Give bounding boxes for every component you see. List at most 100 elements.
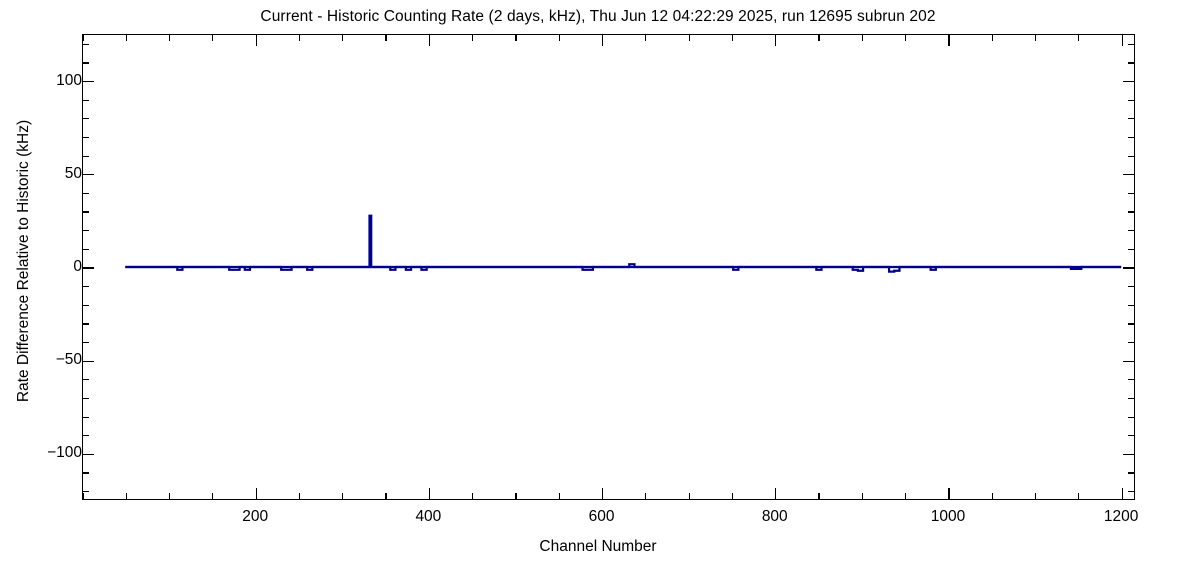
y-axis-tick — [83, 81, 94, 83]
x-axis-tick — [515, 493, 517, 499]
y-axis-tick — [83, 416, 89, 418]
x-axis-tick — [948, 488, 950, 499]
x-axis-tick — [472, 493, 474, 499]
y-axis-tick — [83, 397, 89, 400]
x-axis-tick — [991, 35, 993, 41]
y-axis-tick — [1128, 136, 1134, 139]
x-axis-tick — [688, 35, 690, 41]
y-axis-tick — [1123, 360, 1134, 362]
x-axis-tick — [125, 35, 127, 41]
y-axis-tick — [83, 43, 89, 45]
x-axis-tick — [1034, 35, 1037, 41]
x-axis-tick — [82, 493, 84, 499]
x-axis-tick — [342, 493, 344, 499]
x-axis-tick — [385, 493, 387, 499]
x-axis-tick — [168, 35, 171, 41]
x-tick-label: 400 — [415, 508, 442, 525]
y-axis-tick — [1128, 43, 1134, 45]
x-axis-title: Channel Number — [539, 538, 657, 555]
y-axis-tick — [1128, 491, 1134, 493]
x-axis-tick — [212, 35, 214, 41]
x-axis-tick — [82, 35, 84, 41]
y-axis-tick — [83, 379, 89, 381]
x-axis-tick — [255, 488, 257, 499]
y-axis-tick — [83, 136, 89, 139]
y-axis-tick — [83, 248, 89, 250]
y-axis-tick — [1128, 230, 1134, 232]
x-axis-tick — [861, 35, 863, 41]
y-axis-tick — [83, 230, 89, 232]
x-axis-tick — [342, 35, 344, 41]
y-axis-tick — [1123, 81, 1134, 83]
x-axis-tick — [515, 35, 517, 41]
y-axis-tick — [1128, 397, 1134, 400]
y-axis-tick — [1128, 341, 1134, 344]
x-axis-tick — [601, 488, 604, 499]
y-axis-tick — [1128, 472, 1134, 474]
y-axis-tick — [1128, 248, 1134, 250]
data-series-layer — [82, 34, 1135, 500]
y-axis-tick — [1128, 192, 1134, 195]
x-axis-tick — [1121, 35, 1123, 46]
x-axis-tick — [601, 35, 604, 46]
y-axis-tick — [83, 211, 89, 213]
y-axis-tick — [1128, 211, 1134, 213]
y-axis-tick — [1128, 304, 1134, 306]
y-axis-tick — [83, 453, 94, 455]
x-axis-tick — [775, 35, 777, 46]
x-axis-tick — [905, 35, 907, 41]
y-axis-tick — [83, 286, 89, 288]
y-tick-label: 100 — [56, 71, 82, 89]
x-axis-tick — [558, 35, 560, 41]
y-axis-tick — [83, 472, 89, 474]
y-tick-label: 50 — [64, 164, 82, 182]
series-path — [125, 214, 1122, 273]
y-tick-label: −50 — [55, 351, 82, 369]
y-tick-label: −100 — [47, 444, 82, 462]
y-axis-tick — [83, 99, 89, 101]
y-axis-tick — [83, 304, 89, 306]
y-axis-tick — [1128, 435, 1134, 437]
x-axis-tick — [775, 488, 777, 499]
y-axis-tick — [83, 435, 89, 437]
y-axis-tick — [83, 155, 89, 157]
y-axis-tick — [1123, 453, 1134, 455]
x-axis-tick — [731, 35, 734, 41]
x-tick-label: 600 — [588, 508, 615, 525]
x-axis-tick — [1078, 493, 1080, 499]
x-axis-tick — [1121, 488, 1123, 499]
x-axis-tick — [731, 493, 734, 499]
x-axis-tick — [818, 35, 820, 41]
y-axis-tick — [1128, 155, 1134, 157]
x-axis-tick — [428, 488, 430, 499]
y-axis-tick — [83, 491, 89, 493]
x-axis-tick — [168, 493, 171, 499]
y-tick-label: 0 — [73, 258, 82, 275]
y-axis-tick — [83, 118, 89, 120]
y-axis-tick — [1128, 99, 1134, 101]
histogram-trace — [125, 214, 1122, 273]
x-axis-tick — [905, 493, 907, 499]
y-axis-tick — [83, 192, 89, 195]
x-axis-tick — [385, 35, 387, 41]
x-axis-tick — [558, 493, 560, 499]
y-axis-tick — [83, 62, 89, 64]
x-axis-tick — [1078, 35, 1080, 41]
y-axis-tick — [83, 267, 94, 269]
y-axis-tick — [83, 323, 89, 325]
x-axis-tick — [125, 493, 127, 499]
x-axis-tick — [212, 493, 214, 499]
y-axis-tick — [1123, 174, 1134, 176]
axis-tick-layer — [82, 35, 1134, 499]
x-axis-tick — [688, 493, 690, 499]
x-tick-label: 800 — [761, 508, 788, 525]
x-tick-label: 1200 — [1103, 508, 1139, 525]
x-axis-tick — [472, 35, 474, 41]
x-axis-tick — [948, 35, 950, 46]
y-axis-tick — [1128, 118, 1134, 120]
x-axis-tick — [645, 493, 647, 499]
plot-frame — [82, 34, 1135, 500]
x-axis-tick — [861, 493, 863, 499]
y-axis-tick — [83, 341, 89, 344]
